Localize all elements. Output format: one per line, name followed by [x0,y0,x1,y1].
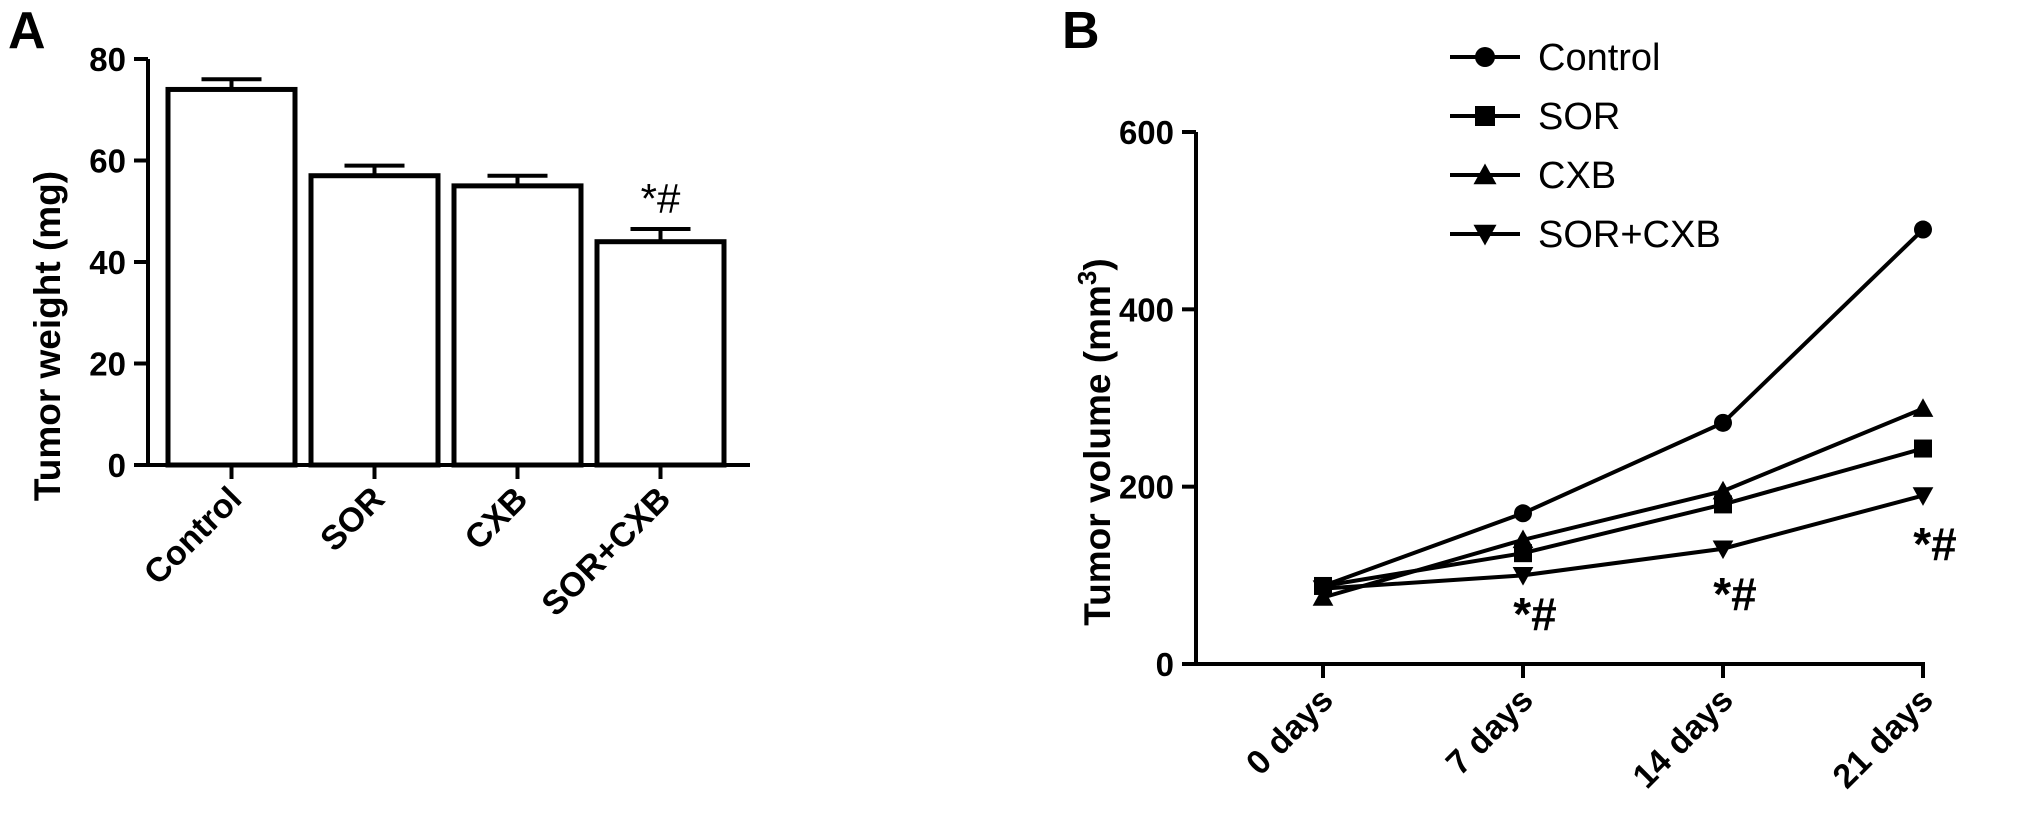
legend-label-sor-cxb: SOR+CXB [1538,214,1721,256]
legend-item-cxb: CXB [1450,155,1616,197]
point-sor-cxb-21-days [1912,487,1934,506]
panel-a-y-tick-label: 20 [89,346,126,383]
x-label-21-days: 21 days [1826,681,1941,796]
panel-a-bar-chart: A 0 20 40 60 80 *# Control SOR CXB SOR+CXB Tumo… [8,2,750,624]
series-line-sor-cxb [1322,493,1924,591]
panel-a-y-tick-label: 40 [89,244,126,281]
legend-marker-sor-cxb [1473,224,1497,246]
panel-a-y-tick-label: 60 [89,143,126,180]
panel-b-series [1312,220,1934,606]
point-sor-14-days [1714,495,1732,514]
category-label-sor-cxb: SOR+CXB [534,480,678,624]
legend-label-control: Control [1538,37,1661,79]
panel-b-y-axis-title-close: ) [1077,258,1118,270]
point-control-14-days [1714,413,1732,432]
significance-marker-14-days: *# [1713,568,1756,620]
panel-a-letter: A [8,2,46,60]
panel-b-y-axis: 0 200 400 600 [1119,114,1198,683]
point-sor-cxb-7-days [1512,567,1534,586]
bar-sor-cxb [594,239,727,468]
panel-b-x-axis: 0 days 7 days 14 days 21 days [1194,662,1941,796]
panel-b-y-axis-title-sup: 3 [1072,271,1102,285]
legend-item-control: Control [1450,37,1661,79]
legend-label-cxb: CXB [1538,155,1616,197]
panel-b-legend: Control SOR CXB SOR+CXB [1450,37,1721,256]
category-label-cxb: CXB [458,480,536,558]
legend-item-sor: SOR [1450,96,1620,138]
panel-a-y-tick-label: 80 [89,41,126,78]
point-sor-cxb-0-days [1312,580,1334,599]
point-cxb-14-days [1712,480,1734,500]
bar-control [165,86,298,468]
legend-marker-control [1475,47,1495,67]
panel-b-y-tick-label: 200 [1119,469,1174,506]
category-label-control: Control [137,480,249,592]
point-cxb-7-days [1512,529,1534,549]
point-control-21-days [1914,220,1932,239]
significance-marker-7-days: *# [1513,588,1556,640]
panel-a-y-tick-label: 0 [108,447,126,484]
point-control-7-days [1514,504,1532,523]
panel-b-letter: B [1062,2,1100,60]
bar-cxb [451,183,584,468]
panel-b-y-tick-label: 600 [1119,114,1174,151]
x-label-14-days: 14 days [1626,681,1741,796]
panel-a-y-axis-title: Tumor weight (mg) [27,171,68,501]
point-sor-cxb-14-days [1712,540,1734,560]
panel-b-y-axis-title: Tumor volume (mm3) [1072,258,1118,625]
point-sor-21-days [1914,439,1932,458]
x-label-0-days: 0 days [1239,681,1341,783]
panel-b-y-axis-title-main: Tumor volume (mm [1077,285,1118,626]
legend-item-sor-cxb: SOR+CXB [1450,214,1721,256]
significance-marker-21-days: *# [1913,518,1956,570]
panel-a-x-axis: Control SOR CXB SOR+CXB [137,465,678,624]
point-cxb-21-days [1912,398,1934,417]
significance-marker-sor-cxb: *# [641,175,681,222]
legend-marker-cxb [1473,163,1497,185]
bar-sor [308,173,441,468]
series-line-control [1322,228,1925,588]
panel-a-bars: *# [165,77,727,468]
category-label-sor: SOR [313,480,392,559]
panel-b-y-tick-label: 0 [1156,646,1174,683]
panel-b-annotations: *# *# *# [1513,518,1956,640]
x-label-7-days: 7 days [1439,681,1541,783]
legend-label-sor: SOR [1538,96,1620,138]
series-line-cxb [1322,406,1924,600]
legend-marker-sor [1475,106,1495,126]
point-sor-7-days [1514,544,1532,563]
panel-b-y-tick-label: 400 [1119,291,1174,328]
